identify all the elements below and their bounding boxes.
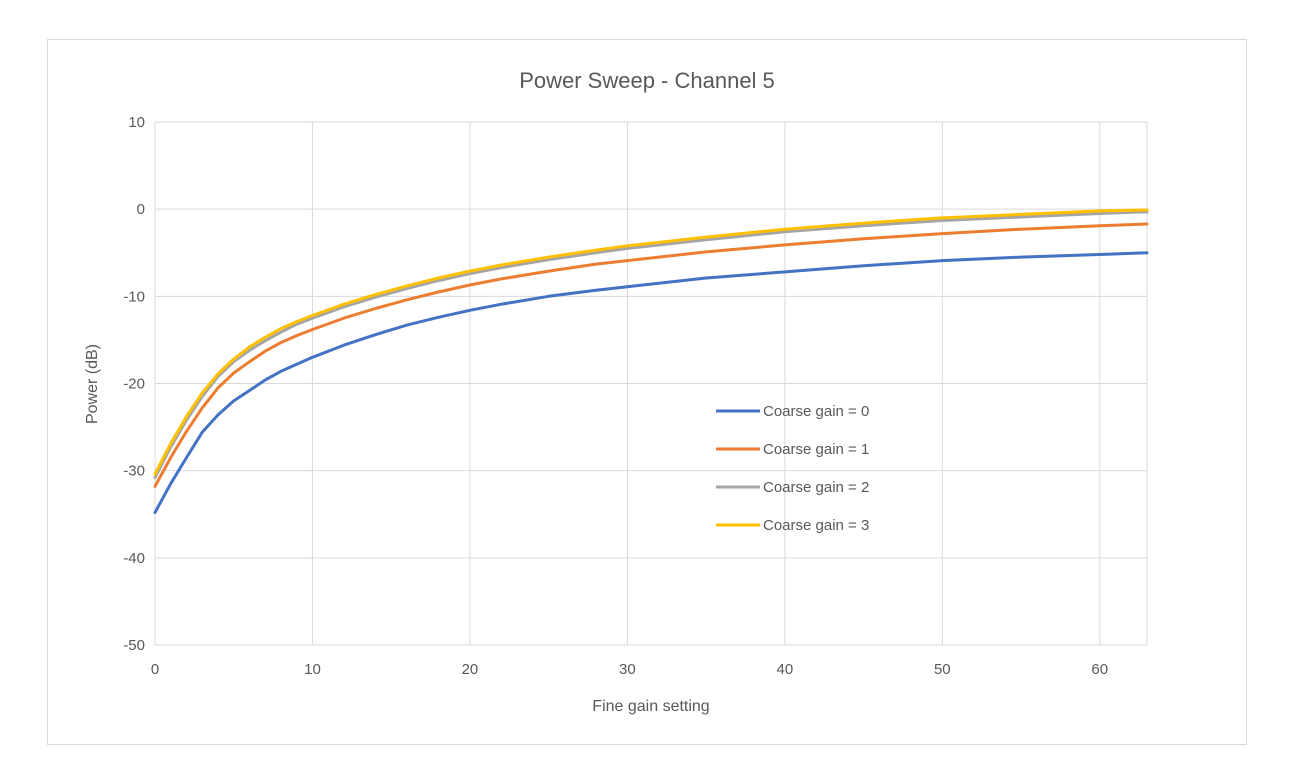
x-tick-label: 40 [776, 661, 793, 678]
series-group [153, 208, 1149, 514]
axes: 10 0 -10 -20 -30 -40 -50 0 10 20 30 40 50 60 [123, 114, 1108, 678]
chart-title: Power Sweep - Channel 5 [519, 68, 775, 93]
x-tick-label: 0 [151, 661, 159, 678]
y-tick-label: -20 [123, 376, 145, 393]
x-tick-label: 10 [304, 661, 321, 678]
gridlines [154, 121, 1148, 646]
legend: Coarse gain = 0 Coarse gain = 1 Coarse gai… [716, 403, 869, 534]
legend-label: Coarse gain = 2 [763, 479, 869, 496]
y-tick-label: -10 [123, 288, 145, 305]
x-tick-label: 20 [462, 661, 479, 678]
y-tick-label: 0 [137, 201, 145, 218]
series-line-0 [153, 251, 1149, 514]
y-tick-label: -30 [123, 463, 145, 480]
series-line-1 [153, 222, 1149, 488]
y-axis-label: Power (dB) [84, 344, 101, 424]
legend-label: Coarse gain = 1 [763, 441, 869, 458]
series-line-2 [153, 210, 1149, 480]
x-tick-label: 50 [934, 661, 951, 678]
legend-label: Coarse gain = 3 [763, 517, 869, 534]
x-tick-label: 60 [1091, 661, 1108, 678]
y-tick-label: 10 [128, 114, 145, 131]
y-tick-label: -50 [123, 637, 145, 654]
x-tick-label: 30 [619, 661, 636, 678]
y-tick-label: -40 [123, 550, 145, 567]
legend-label: Coarse gain = 0 [763, 403, 869, 420]
x-axis-label: Fine gain setting [592, 698, 709, 715]
series-line-3 [153, 208, 1149, 476]
